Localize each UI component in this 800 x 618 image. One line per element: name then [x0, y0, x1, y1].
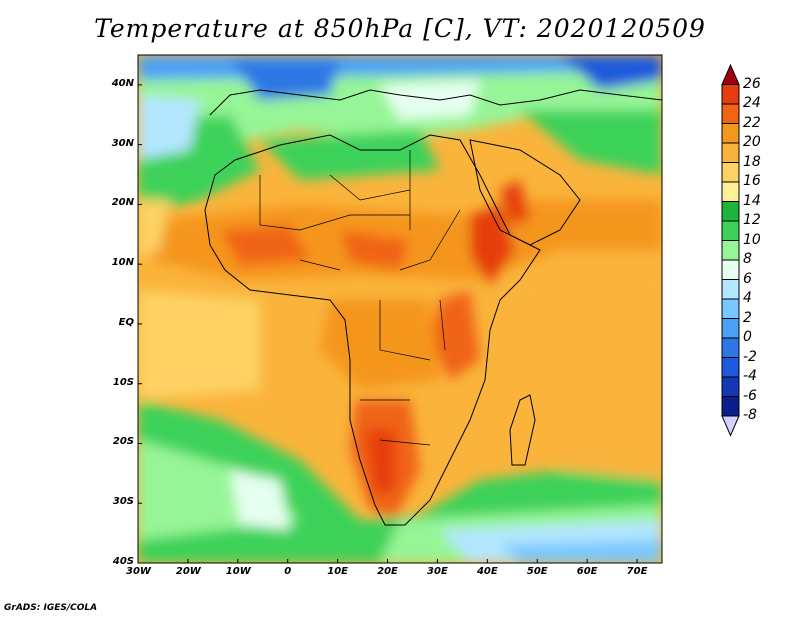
colorbar-label: -2	[743, 348, 757, 365]
lon-label: 0	[284, 566, 292, 577]
lon-label: 30E	[427, 566, 448, 577]
europe-outline	[209, 89, 662, 116]
colorbar-swatch	[721, 337, 740, 358]
colorbar-swatch	[721, 142, 740, 163]
colorbar-swatch	[721, 84, 740, 105]
lat-label: 30S	[112, 496, 134, 508]
colorbar-swatch	[721, 318, 740, 339]
lat-label: 20S	[112, 436, 134, 448]
lon-label: 20W	[175, 566, 201, 577]
colorbar-label: 4	[743, 290, 752, 306]
colorbar-label: 14	[743, 192, 761, 209]
colorbar-label: 8	[743, 251, 752, 267]
colorbar-swatch	[721, 103, 740, 124]
lon-label: 70E	[626, 566, 648, 577]
colorbar-label: 26	[743, 75, 761, 92]
map-title: Temperature at 850hPa [C], VT: 202012050…	[94, 14, 706, 43]
colorbar-swatch	[721, 220, 740, 241]
lon-label: 10E	[327, 566, 348, 577]
colorbar-label: 20	[743, 134, 761, 150]
colorbar-label: -4	[743, 368, 757, 384]
colorbar	[721, 63, 740, 437]
colorbar-label: 18	[743, 153, 761, 170]
colorbar-swatch	[721, 279, 740, 300]
colorbar-label: 10	[743, 231, 761, 248]
lat-label: 20N	[111, 197, 134, 209]
colorbar-top-arrow	[721, 63, 740, 85]
arabia-outline	[469, 139, 581, 246]
colorbar-label: 12	[743, 212, 761, 228]
colorbar-label: 22	[743, 114, 761, 131]
lon-label: 60E	[576, 566, 598, 577]
colorbar-label: 6	[743, 270, 752, 287]
lon-label: 30W	[126, 566, 151, 577]
colorbar-label: -6	[743, 387, 757, 404]
temperature-field	[138, 55, 662, 563]
colorbar-label: 24	[743, 95, 761, 111]
colorbar-swatch	[721, 376, 740, 397]
colorbar-swatch	[721, 298, 740, 319]
lat-label: 10N	[111, 257, 134, 269]
lon-label: 50E	[526, 566, 548, 577]
lon-label: 20E	[377, 566, 398, 577]
colorbar-label: 16	[743, 173, 761, 189]
colorbar-swatch	[721, 396, 740, 417]
colorbar-swatch	[721, 357, 740, 378]
lat-label: 40S	[112, 556, 134, 567]
colorbar-swatch	[721, 181, 740, 202]
map-frame	[137, 54, 663, 564]
lat-label: 30N	[111, 137, 134, 149]
colorbar-swatch	[721, 201, 740, 222]
colorbar-label: 2	[743, 309, 752, 326]
madagascar-outline	[509, 394, 536, 466]
colorbar-swatch	[721, 123, 740, 144]
credit-text: GrADS: IGES/COLA	[4, 603, 98, 613]
lat-label: 40N	[111, 77, 134, 89]
inner-borders	[259, 150, 461, 446]
colorbar-swatch	[721, 259, 740, 280]
lon-label: 10W	[225, 566, 251, 577]
colorbar-swatch	[721, 162, 740, 183]
colorbar-label: 0	[743, 329, 752, 345]
colorbar-label: -8	[743, 407, 757, 423]
lon-label: 40E	[476, 566, 498, 577]
africa-coastline	[204, 134, 541, 526]
colorbar-bottom-arrow	[721, 415, 740, 437]
colorbar-swatch	[721, 240, 740, 261]
lat-label: EQ	[118, 316, 134, 328]
axis-ticks	[137, 84, 638, 564]
lat-label: 10S	[112, 376, 134, 388]
